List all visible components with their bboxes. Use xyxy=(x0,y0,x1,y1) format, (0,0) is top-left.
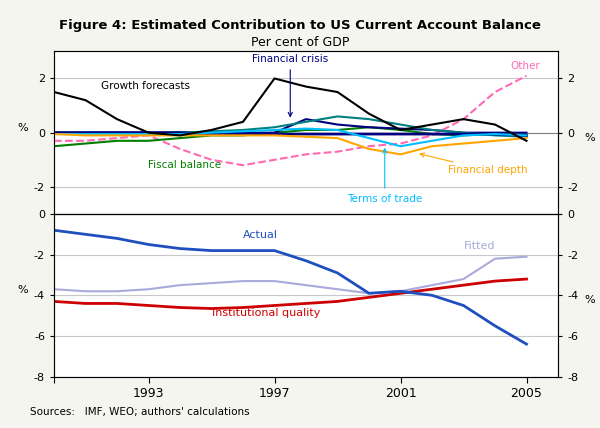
Y-axis label: %: % xyxy=(17,123,28,133)
Text: Per cent of GDP: Per cent of GDP xyxy=(251,36,349,49)
Text: Sources:   IMF, WEO; authors' calculations: Sources: IMF, WEO; authors' calculations xyxy=(30,407,250,417)
Text: Fitted: Fitted xyxy=(464,241,495,250)
Y-axis label: %: % xyxy=(584,295,595,305)
Text: Financial depth: Financial depth xyxy=(420,153,527,175)
Text: Institutional quality: Institutional quality xyxy=(212,308,320,318)
Text: Actual: Actual xyxy=(243,230,278,241)
Text: Financial crisis: Financial crisis xyxy=(252,54,328,116)
Text: Other: Other xyxy=(511,61,541,71)
Text: Figure 4: Estimated Contribution to US Current Account Balance: Figure 4: Estimated Contribution to US C… xyxy=(59,19,541,32)
Y-axis label: %: % xyxy=(17,285,28,295)
Y-axis label: %: % xyxy=(584,133,595,143)
Text: Fiscal balance: Fiscal balance xyxy=(149,160,221,170)
Text: Growth forecasts: Growth forecasts xyxy=(101,81,190,91)
Text: Terms of trade: Terms of trade xyxy=(347,149,422,204)
